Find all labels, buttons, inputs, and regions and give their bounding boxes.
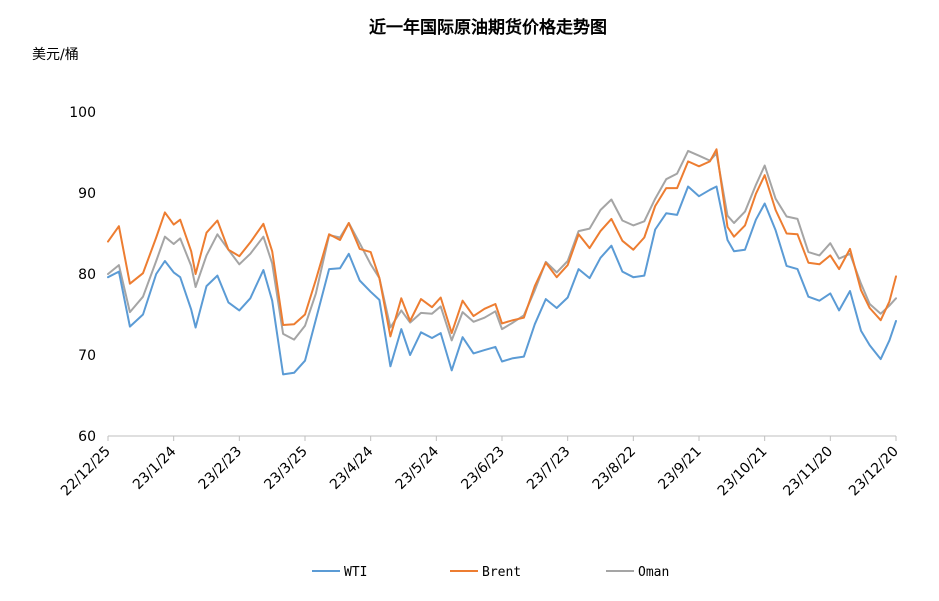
y-tick-label: 60 <box>78 429 96 445</box>
y-tick-label: 80 <box>78 267 96 283</box>
y-tick-label: 70 <box>78 348 96 364</box>
x-tick-label: 23/4/24 <box>327 443 377 493</box>
x-tick-label: 23/2/23 <box>196 444 245 493</box>
x-tick-label: 23/7/23 <box>524 444 573 493</box>
series-line-brent <box>107 148 897 338</box>
y-tick-label: 100 <box>69 105 96 121</box>
chart-title: 近一年国际原油期货价格走势图 <box>369 17 607 38</box>
x-tick-label: 23/8/22 <box>590 444 639 493</box>
legend-label-wti: WTI <box>344 565 367 580</box>
x-tick-label: 23/6/23 <box>458 444 507 493</box>
x-tick-label: 23/9/21 <box>655 444 704 493</box>
x-tick-label: 23/5/24 <box>393 443 443 493</box>
y-axis-unit: 美元/桶 <box>32 47 79 63</box>
y-tick-label: 90 <box>78 186 96 202</box>
series-line-oman <box>107 149 897 342</box>
legend-label-brent: Brent <box>482 565 521 580</box>
series-layer <box>107 148 897 376</box>
x-tick-label: 23/3/25 <box>261 444 310 493</box>
x-tick-label: 23/1/24 <box>130 443 180 493</box>
x-tick-label: 23/10/21 <box>715 444 771 500</box>
x-tick-label: 23/12/20 <box>846 444 902 500</box>
x-tick-label: 22/12/25 <box>58 444 114 500</box>
series-line-wti <box>107 185 897 376</box>
x-axis: 22/12/25 23/1/24 23/2/23 23/3/25 23/4/24 23/5… <box>58 436 902 499</box>
legend-label-oman: Oman <box>638 565 669 580</box>
x-tick-label: 23/11/20 <box>780 444 836 500</box>
y-axis: 60 70 80 90 100 <box>69 105 96 445</box>
legend: WTI Brent Oman <box>312 565 669 580</box>
